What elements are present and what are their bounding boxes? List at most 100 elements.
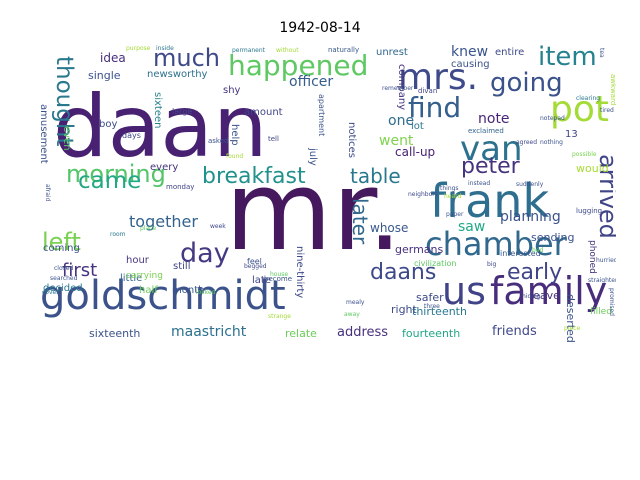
word: call-up xyxy=(395,145,436,159)
word: instead xyxy=(468,180,491,187)
word: whose xyxy=(370,221,409,235)
word: thirteenth xyxy=(412,305,467,318)
word: idea xyxy=(100,51,126,65)
word: asked xyxy=(208,137,229,145)
word: newsworthy xyxy=(147,69,208,80)
word: sixteenth xyxy=(89,327,141,340)
word: half xyxy=(139,285,158,296)
word: closed xyxy=(54,265,74,272)
word: leave xyxy=(530,289,560,302)
word: amount xyxy=(244,107,283,118)
word: carrying xyxy=(126,271,163,281)
word: going xyxy=(490,68,563,98)
word: goldschmidt xyxy=(40,273,286,319)
word: exclaimed xyxy=(468,127,504,135)
word: paper xyxy=(446,211,464,218)
word: unrest xyxy=(376,47,408,58)
word: permanent xyxy=(232,47,266,54)
word: sending xyxy=(531,231,575,244)
word: remember xyxy=(382,85,414,92)
word: saw xyxy=(458,219,486,235)
word: divan xyxy=(418,87,438,95)
word: knew xyxy=(451,44,489,60)
word: interested xyxy=(500,249,541,258)
word: hurried xyxy=(596,257,616,264)
word: civilization xyxy=(414,259,457,268)
word: shy xyxy=(223,85,241,96)
word: sixteen xyxy=(152,92,163,129)
word: first xyxy=(62,260,98,281)
word: hour xyxy=(126,255,149,266)
word: table xyxy=(350,164,401,188)
word: tired xyxy=(600,107,614,114)
word: maastricht xyxy=(171,324,247,340)
word: morning xyxy=(66,160,166,188)
word: notepad xyxy=(540,115,565,122)
word: note xyxy=(478,111,510,127)
word: suddenly xyxy=(516,181,544,188)
word: purpose xyxy=(126,45,151,52)
word: would xyxy=(576,162,609,175)
word: daans xyxy=(370,260,437,285)
chart-title: 1942-08-14 xyxy=(279,20,361,36)
word: agreed xyxy=(516,139,538,146)
word: locked xyxy=(196,289,216,296)
word: fourteenth xyxy=(402,327,461,340)
word: become xyxy=(264,275,293,283)
word: possible xyxy=(572,151,597,158)
word: days xyxy=(122,131,141,140)
word: daan xyxy=(53,77,268,177)
word: find xyxy=(408,91,462,124)
word: little xyxy=(120,273,143,284)
word: address xyxy=(337,325,389,340)
word: awkward xyxy=(609,74,616,106)
word: frank xyxy=(430,174,550,228)
word: late xyxy=(252,275,271,286)
word: searched xyxy=(50,275,78,282)
word: boy xyxy=(99,119,118,130)
word: early xyxy=(507,260,563,285)
word: still xyxy=(173,261,191,272)
word: chamber xyxy=(425,225,567,263)
word: tea xyxy=(598,48,605,58)
word: item xyxy=(538,44,597,72)
word: lot xyxy=(411,121,424,132)
word: day xyxy=(180,238,230,269)
word: went xyxy=(379,133,414,149)
word: relate xyxy=(285,327,317,340)
word: apartment xyxy=(317,94,326,137)
word: help xyxy=(229,124,240,146)
word: phoned xyxy=(587,240,597,274)
word: hiding xyxy=(522,293,541,300)
word: peter xyxy=(461,154,520,179)
word: friends xyxy=(492,324,537,339)
word: room xyxy=(110,231,126,238)
word: tell xyxy=(268,135,279,143)
word: family xyxy=(490,269,608,313)
word: month xyxy=(172,285,205,296)
word: three xyxy=(424,303,440,310)
word: officer xyxy=(289,74,334,90)
word: mrs. xyxy=(398,57,479,98)
word: left xyxy=(42,228,81,256)
word: house xyxy=(270,271,289,278)
word: coming xyxy=(43,243,80,254)
word: safer xyxy=(416,291,444,304)
word: notices xyxy=(346,122,357,159)
word: came xyxy=(78,168,142,194)
word: much xyxy=(153,44,220,72)
word: promised xyxy=(608,288,615,316)
word: amusement xyxy=(40,104,49,164)
word: feel xyxy=(247,257,262,266)
word: bed xyxy=(532,247,544,254)
word: van xyxy=(460,129,523,169)
word: deserted xyxy=(564,294,577,343)
word: even xyxy=(61,126,72,151)
word: decided xyxy=(43,283,83,294)
word: nothing xyxy=(540,139,563,146)
word: away xyxy=(344,311,360,318)
word: single xyxy=(88,69,121,82)
word: neighbors xyxy=(408,191,438,198)
word: pot xyxy=(550,89,609,130)
word: without xyxy=(276,47,299,54)
